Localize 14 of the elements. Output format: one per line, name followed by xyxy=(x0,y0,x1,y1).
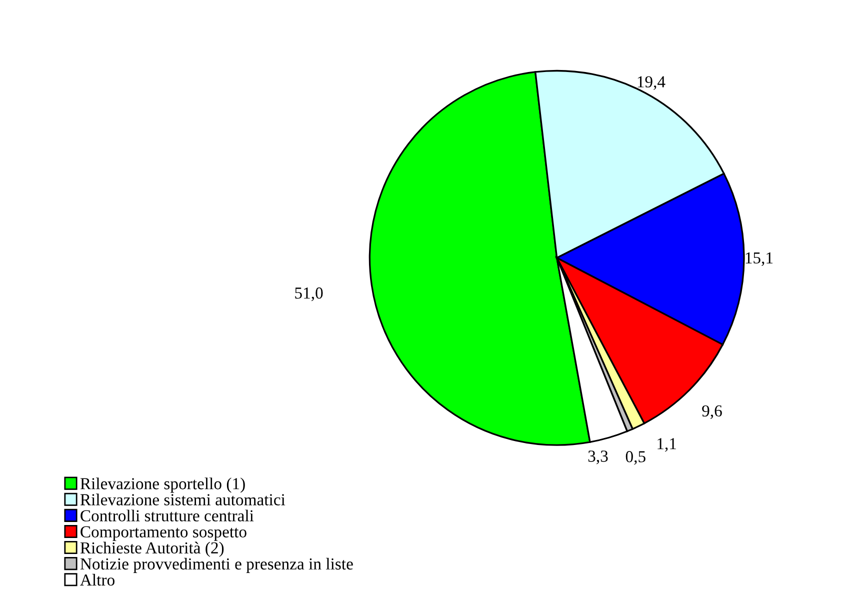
data-label: 15,1 xyxy=(746,252,773,266)
legend-label: Altro xyxy=(80,574,114,586)
legend-label: Rilevazione sistemi automatici xyxy=(80,494,286,506)
data-label: 51,0 xyxy=(295,287,323,302)
legend-label: Controlli strutture centrali xyxy=(80,510,254,522)
legend-label: Comportamento sospetto xyxy=(80,526,246,541)
legend-label: Notizie provvedimenti e presenza in liste xyxy=(80,558,353,573)
legend-label: Richieste Autorità (2) xyxy=(80,542,224,557)
data-label: 0,5 xyxy=(626,451,646,465)
data-label: 9,6 xyxy=(702,405,722,419)
data-label: 3,3 xyxy=(588,450,608,464)
legend-label: Rilevazione sportello (1) xyxy=(80,478,245,493)
data-label: 1,1 xyxy=(658,438,676,452)
data-label: 19,4 xyxy=(638,76,666,90)
